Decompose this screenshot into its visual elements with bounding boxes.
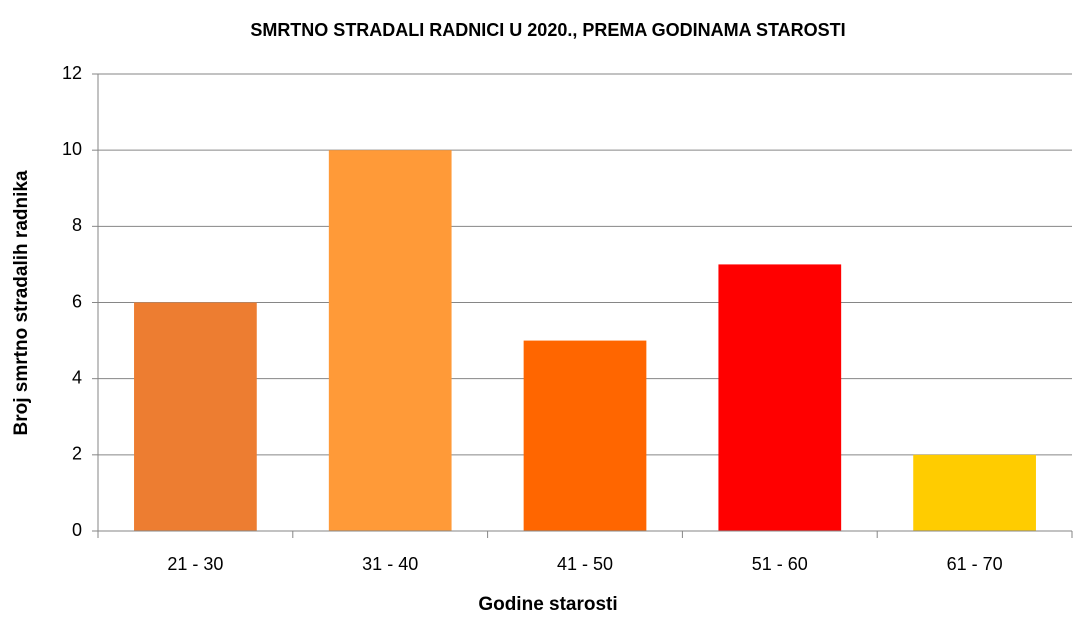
x-tick-label: 41 - 50 [557, 554, 613, 574]
y-tick-label: 12 [62, 63, 82, 83]
x-tick-label: 51 - 60 [752, 554, 808, 574]
y-axis-title: Broj smrtno stradalih radnika [11, 170, 32, 435]
y-tick-label: 10 [62, 139, 82, 159]
y-tick-label: 2 [72, 444, 82, 464]
x-tick-label: 31 - 40 [362, 554, 418, 574]
x-tick-label: 61 - 70 [947, 554, 1003, 574]
y-tick-label: 6 [72, 291, 82, 311]
x-tick-label: 21 - 30 [167, 554, 223, 574]
y-tick-label: 0 [72, 520, 82, 540]
chart-title: SMRTNO STRADALI RADNICI U 2020., PREMA G… [250, 20, 845, 40]
bar [718, 264, 842, 531]
x-axis-title: Godine starosti [478, 594, 617, 615]
bar [913, 454, 1036, 531]
bar [134, 302, 257, 531]
y-tick-label: 4 [72, 367, 82, 387]
y-tick-label: 8 [72, 215, 82, 235]
bar [523, 340, 647, 531]
bar [328, 150, 452, 531]
